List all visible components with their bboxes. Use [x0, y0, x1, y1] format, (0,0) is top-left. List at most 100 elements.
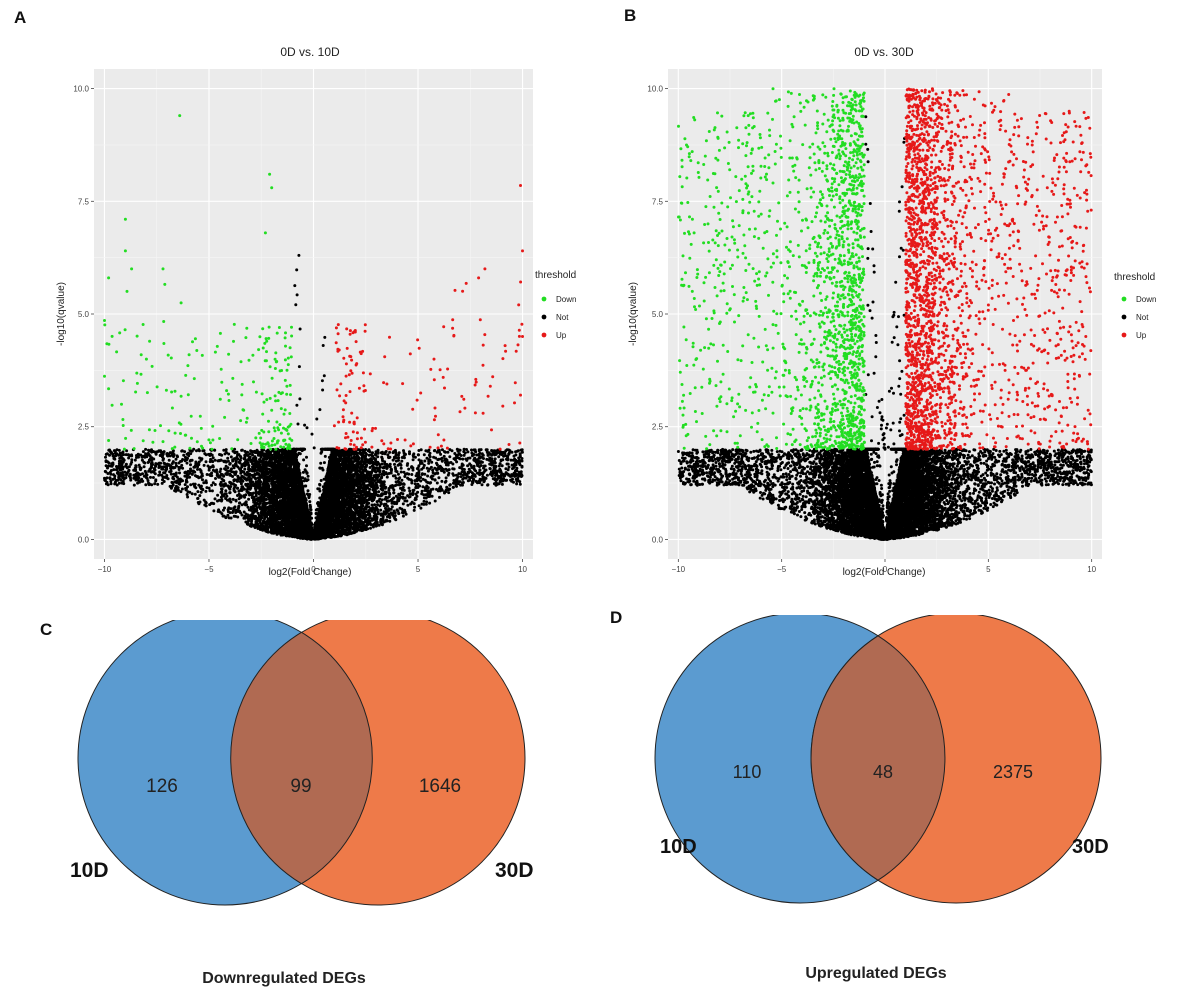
- point-not: [188, 475, 192, 479]
- point-not: [430, 474, 434, 478]
- point-not: [492, 468, 496, 472]
- point-not: [377, 512, 380, 516]
- point-not: [127, 468, 131, 472]
- point-not: [140, 455, 144, 459]
- point-not: [204, 460, 208, 464]
- point-not: [437, 457, 441, 461]
- point-not: [186, 490, 190, 494]
- point-not: [186, 495, 190, 499]
- point-not: [228, 491, 232, 495]
- point-not: [182, 453, 186, 457]
- point-not: [440, 448, 444, 452]
- point-not: [379, 501, 383, 504]
- point-not: [162, 465, 166, 469]
- point-not: [377, 490, 381, 494]
- point-not: [146, 461, 150, 464]
- point-not: [393, 516, 397, 520]
- panel-letter-b: B: [624, 6, 636, 26]
- point-not: [144, 476, 148, 479]
- point-not: [497, 464, 501, 468]
- point-not: [227, 452, 231, 456]
- point-not: [118, 468, 122, 472]
- point-not: [472, 464, 476, 468]
- point-not: [210, 453, 214, 457]
- point-not: [195, 475, 199, 478]
- panel-letter-c: C: [40, 620, 52, 640]
- point-not: [379, 508, 383, 512]
- point-not: [427, 461, 431, 465]
- point-not: [385, 467, 389, 470]
- point-not: [376, 455, 380, 459]
- point-not: [306, 489, 310, 493]
- point-not: [220, 499, 223, 503]
- point-not: [407, 467, 411, 471]
- point-not: [466, 464, 470, 468]
- point-not: [402, 456, 406, 460]
- point-not: [482, 466, 485, 470]
- point-not: [156, 482, 160, 486]
- point-not: [370, 503, 374, 507]
- point-not: [223, 506, 226, 510]
- point-not: [264, 482, 267, 486]
- point-not: [252, 475, 255, 479]
- point-not: [415, 467, 419, 471]
- point-not: [379, 494, 383, 498]
- point-not: [109, 469, 113, 472]
- point-not: [212, 509, 216, 513]
- point-not: [229, 455, 233, 459]
- point-not: [218, 482, 222, 486]
- point-not: [190, 492, 194, 496]
- point-not: [386, 453, 390, 457]
- point-not: [413, 482, 417, 486]
- point-not: [421, 485, 425, 489]
- point-not: [363, 465, 367, 469]
- point-not: [373, 503, 377, 507]
- point-not: [442, 454, 446, 458]
- point-not: [348, 451, 351, 455]
- point-not: [405, 499, 409, 503]
- point-not: [437, 476, 441, 480]
- point-not: [411, 458, 415, 462]
- point-not: [498, 462, 502, 466]
- point-not: [485, 473, 489, 477]
- point-not: [255, 471, 259, 475]
- point-not: [360, 503, 364, 507]
- point-not: [444, 476, 448, 480]
- point-not: [424, 502, 428, 506]
- point-not: [448, 455, 452, 459]
- point-not: [220, 512, 224, 516]
- point-not: [511, 458, 515, 462]
- point-not: [520, 450, 524, 454]
- point-not: [410, 473, 414, 476]
- point-not: [322, 447, 326, 451]
- point-not: [222, 448, 226, 452]
- point-not: [431, 468, 435, 472]
- point-not: [213, 483, 217, 486]
- point-not: [448, 487, 452, 491]
- point-not: [483, 464, 487, 468]
- point-not: [493, 457, 497, 461]
- point-not: [486, 483, 490, 487]
- point-not: [196, 496, 200, 500]
- point-not: [217, 508, 221, 512]
- point-not: [199, 470, 203, 474]
- point-not: [213, 497, 217, 501]
- point-not: [506, 462, 510, 466]
- point-not: [425, 466, 429, 470]
- point-not: [365, 463, 369, 467]
- point-not: [218, 470, 222, 474]
- point-not: [149, 475, 152, 479]
- point-not: [189, 467, 192, 471]
- point-not: [183, 474, 187, 478]
- point-not: [147, 458, 151, 462]
- point-not: [246, 461, 250, 465]
- point-not: [104, 464, 108, 468]
- point-not: [165, 476, 168, 480]
- point-not: [516, 449, 520, 453]
- point-not: [368, 466, 372, 469]
- point-not: [193, 492, 197, 496]
- point-not: [183, 450, 187, 454]
- point-not: [129, 478, 133, 482]
- point-not: [174, 473, 178, 477]
- point-not: [181, 466, 185, 470]
